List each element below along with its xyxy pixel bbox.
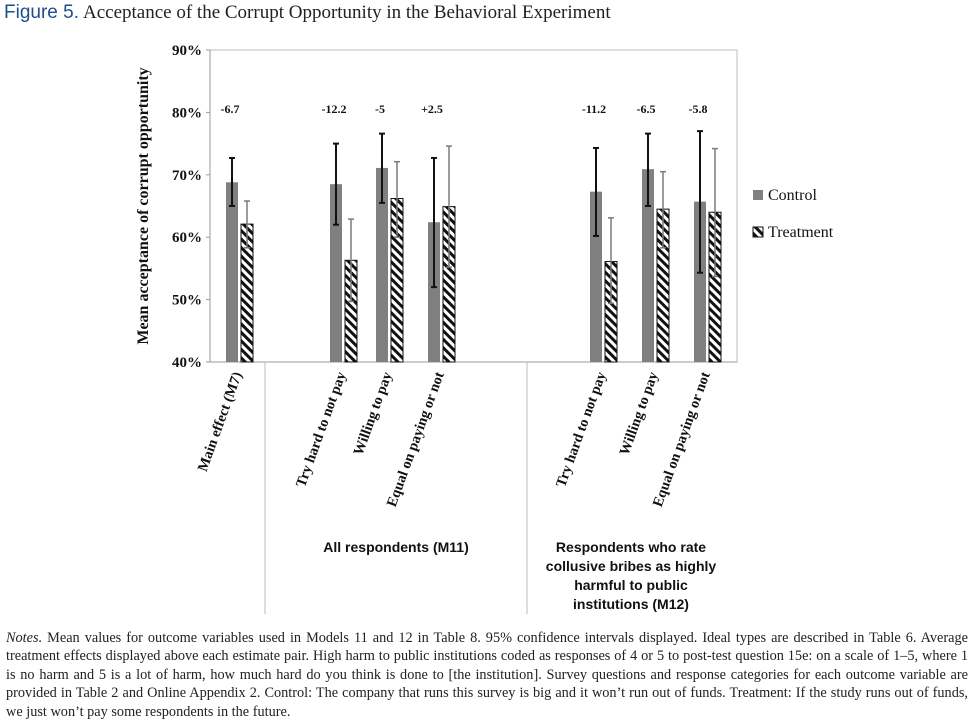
y-tick-label: 60%	[172, 230, 202, 246]
control-bar	[590, 191, 602, 362]
category-label: Willing to pay	[351, 369, 396, 457]
category-label: Try hard to not pay	[553, 369, 610, 489]
notes-lead: Notes.	[6, 630, 43, 646]
category-label: Equal on paying or not	[384, 370, 448, 509]
group-label-high-harm-line: Respondents who rate	[556, 539, 706, 555]
control-bar	[226, 182, 238, 362]
legend-treatment-swatch	[752, 226, 764, 238]
control-bar	[330, 184, 342, 362]
category-label: Main effect (M7)	[195, 370, 246, 474]
category-label: Willing to pay	[617, 369, 662, 457]
control-bar	[376, 167, 388, 362]
effect-label: +2.5	[421, 102, 443, 116]
legend-treatment-label: Treatment	[768, 224, 834, 241]
y-tick-label: 70%	[172, 168, 202, 184]
figure-title-text: Acceptance of the Corrupt Opportunity in…	[82, 2, 611, 23]
effect-label: -5	[375, 102, 385, 116]
y-tick-label: 90%	[172, 43, 202, 59]
group-label-high-harm-line: institutions (M12)	[573, 596, 689, 612]
control-bar	[642, 169, 654, 362]
figure-title: Figure 5. Acceptance of the Corrupt Oppor…	[4, 2, 611, 24]
effect-label: -6.7	[221, 102, 240, 116]
y-tick-label: 40%	[172, 355, 202, 371]
group-label-high-harm-line: harmful to public	[574, 577, 688, 593]
category-label: Try hard to not pay	[293, 369, 350, 489]
bar-chart: 40% 50% 60% 70% 80% 90% Mean acceptance of cor…	[135, 43, 834, 614]
y-axis-title: Mean acceptance of corrupt opportunity	[135, 67, 152, 344]
control-bar	[428, 222, 440, 362]
notes-text: Mean values for outcome variables used i…	[6, 630, 969, 720]
legend-control-label: Control	[768, 187, 817, 204]
group-label-all-respondents: All respondents (M11)	[323, 539, 468, 555]
legend-control-swatch	[753, 190, 763, 200]
control-bar	[694, 201, 706, 362]
effect-label: -11.2	[582, 102, 606, 116]
figure-label: Figure 5.	[4, 2, 79, 23]
effect-label: -5.8	[689, 102, 708, 116]
figure-notes: Notes. Mean values for outcome variables…	[6, 629, 968, 721]
group-label-high-harm-line: collusive bribes as highly	[546, 558, 717, 574]
y-tick-label: 80%	[172, 105, 202, 121]
y-tick-label: 50%	[172, 293, 202, 309]
category-label: Equal on paying or not	[650, 370, 714, 509]
effect-label: -6.5	[637, 102, 656, 116]
effect-label: -12.2	[322, 102, 347, 116]
